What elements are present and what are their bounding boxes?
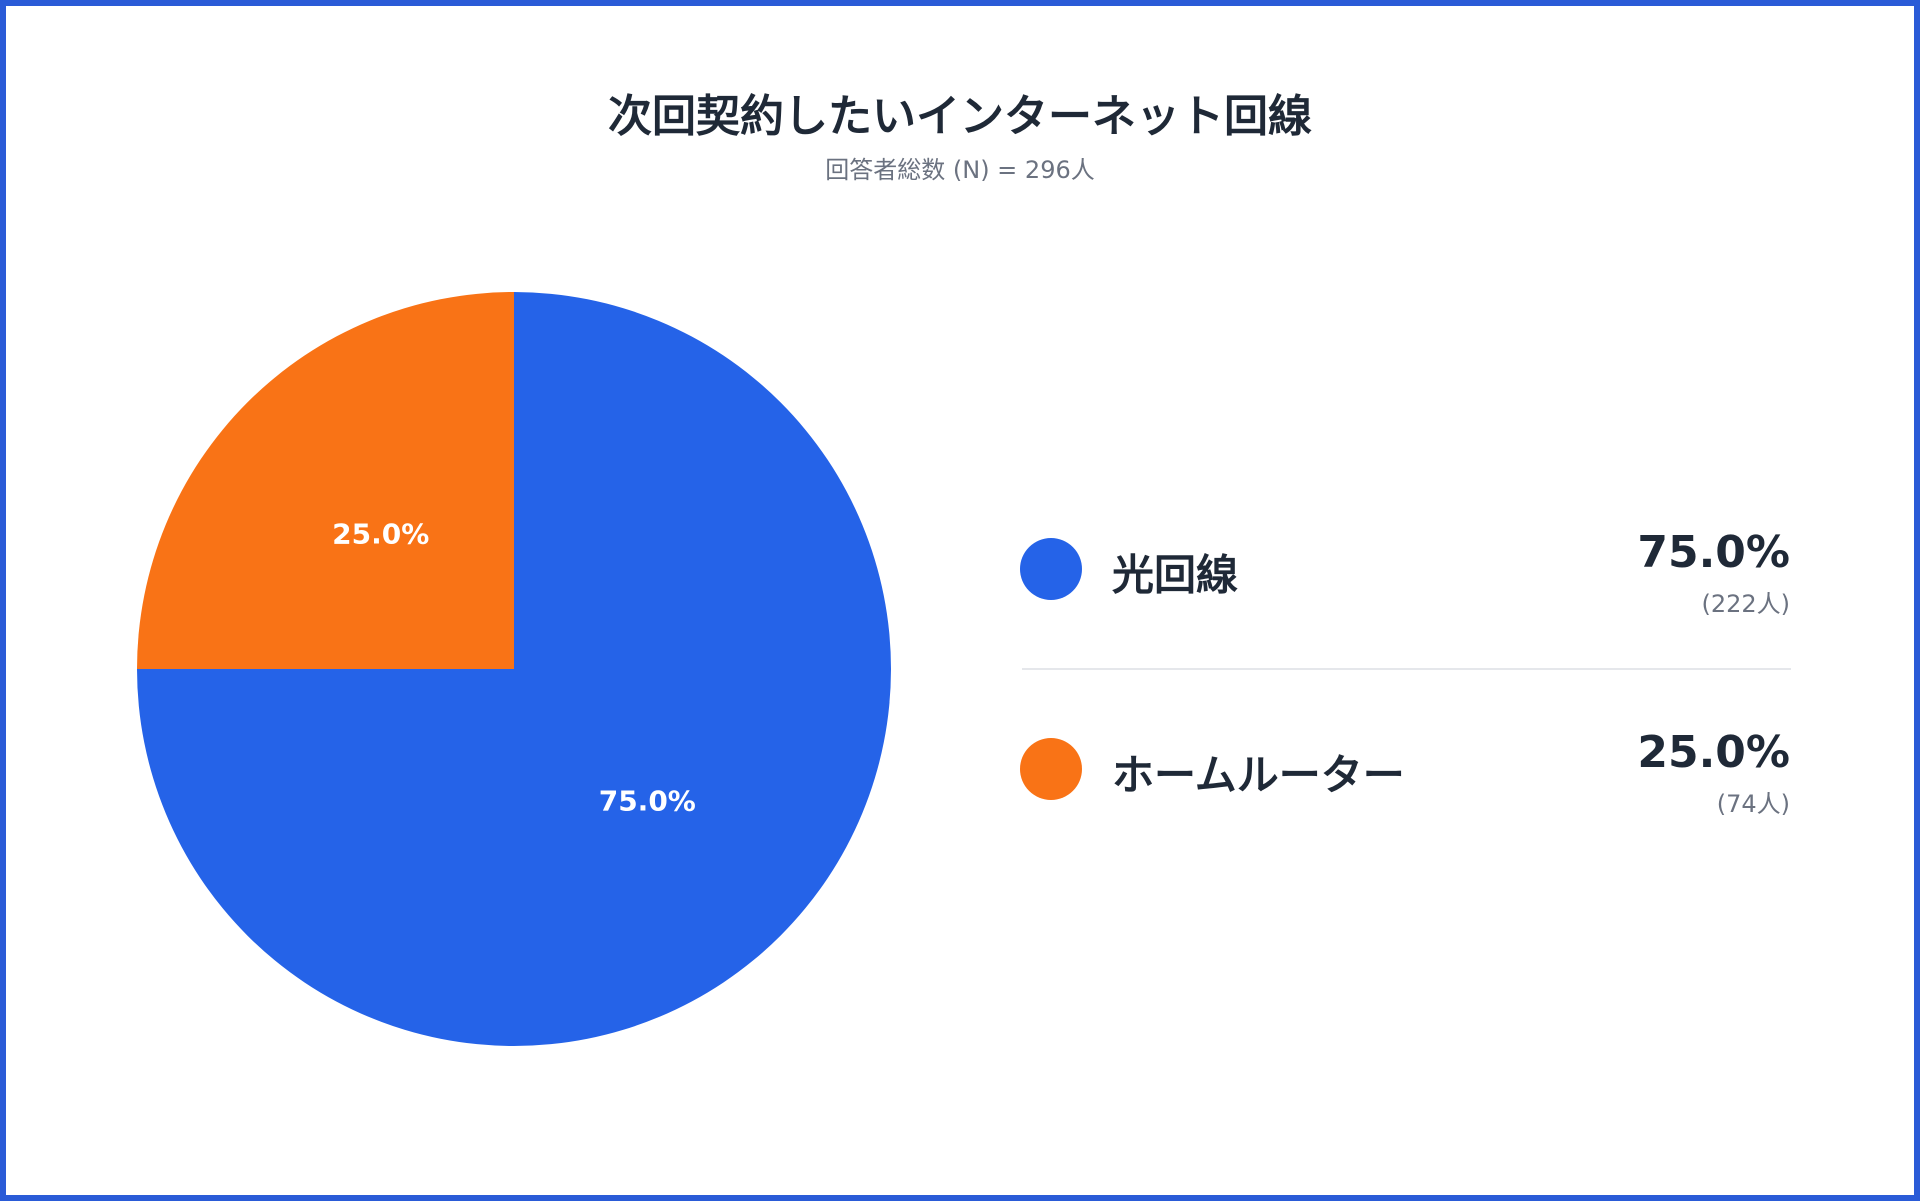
legend-value: 25.0% — [1637, 727, 1790, 778]
legend-label: ホームルーター — [1112, 751, 1405, 800]
legend-label: 光回線 — [1112, 551, 1238, 600]
legend-count: (74人) — [1717, 790, 1790, 818]
legend-value: 75.0% — [1637, 527, 1790, 578]
legend-count: (222人) — [1701, 590, 1790, 618]
chart-subtitle: 回答者総数 (N) = 296人 — [825, 156, 1094, 184]
slice-label: 75.0% — [599, 784, 696, 817]
pie-slice — [137, 292, 514, 669]
slice-label: 25.0% — [332, 518, 429, 551]
chart-title: 次回契約したいインターネット回線 — [608, 91, 1312, 142]
legend-marker — [1020, 738, 1082, 800]
legend-marker — [1020, 538, 1082, 600]
